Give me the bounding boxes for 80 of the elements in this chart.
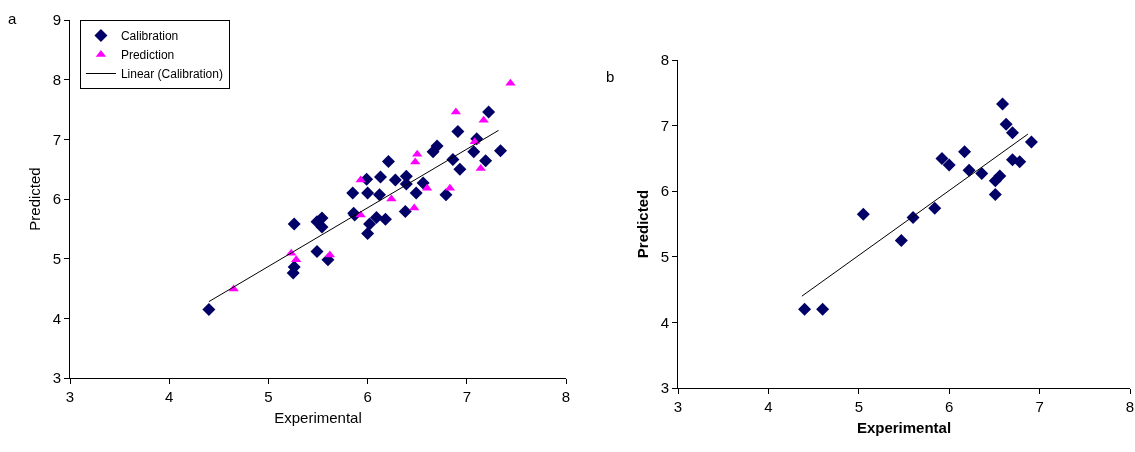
point (202, 302, 216, 316)
point (942, 158, 956, 172)
y-tick-label: 7 (660, 116, 669, 134)
point (798, 302, 812, 316)
point (410, 157, 421, 165)
y-tick-label: 4 (52, 309, 61, 327)
point (370, 211, 384, 224)
point (416, 176, 430, 190)
y-tick-label: 8 (52, 70, 61, 88)
x-tick-label: 6 (363, 388, 372, 405)
point (398, 205, 412, 219)
point (996, 97, 1010, 111)
point (988, 187, 1002, 201)
point (935, 151, 949, 165)
point (494, 144, 508, 158)
point (361, 186, 375, 200)
point (315, 220, 329, 234)
point (453, 162, 467, 176)
x-tick-label: 4 (165, 388, 174, 405)
y-tick-label: 5 (660, 248, 669, 266)
point (816, 302, 830, 316)
y-tick-label: 6 (660, 182, 669, 200)
point (958, 145, 972, 159)
point (482, 105, 496, 119)
point (1013, 155, 1027, 169)
x-tick-label: 4 (764, 398, 773, 415)
legend-label: Linear (Calibration) (120, 67, 223, 82)
x-axis-title: Experimental (274, 409, 362, 426)
point (467, 145, 481, 159)
x-tick-label: 7 (1035, 398, 1044, 415)
point (505, 78, 516, 86)
point (451, 125, 465, 139)
y-tick-label: 6 (52, 190, 61, 208)
point (381, 154, 395, 168)
y-tick-label: 7 (52, 130, 61, 148)
point (373, 188, 386, 202)
point (409, 186, 423, 200)
point (856, 207, 870, 221)
point (388, 173, 402, 187)
point (355, 175, 366, 183)
legend-label: Prediction (120, 48, 175, 63)
point (409, 203, 420, 211)
point (361, 227, 375, 241)
x-axis-title: Experimental (856, 419, 952, 436)
point (999, 117, 1013, 131)
y-axis-title: Predicted (25, 167, 43, 231)
point (430, 139, 444, 153)
x-tick-label: 5 (854, 398, 863, 415)
x-tick-label: 7 (462, 388, 471, 405)
point (378, 212, 392, 226)
x-tick-label: 8 (1125, 398, 1135, 415)
point (894, 233, 908, 247)
y-tick-label: 9 (52, 11, 61, 29)
point (479, 154, 493, 168)
point (310, 245, 324, 259)
x-tick-label: 6 (945, 398, 954, 415)
point (1024, 135, 1038, 149)
point (1005, 126, 1019, 140)
y-tick-label: 5 (52, 249, 61, 267)
text: b (606, 68, 615, 85)
point (363, 217, 377, 231)
point (439, 188, 453, 202)
point (412, 149, 423, 157)
x-tick-label: 8 (561, 388, 571, 405)
y-tick-label: 3 (52, 369, 61, 387)
x-tick-label: 3 (673, 398, 683, 415)
point (374, 170, 387, 184)
x-tick-label: 3 (65, 388, 75, 405)
legend-label: Calibration (120, 29, 179, 44)
point (346, 186, 360, 200)
point (287, 217, 301, 231)
point (962, 163, 976, 177)
x-tick-label: 5 (264, 388, 273, 405)
y-axis-title: Predicted (633, 189, 651, 259)
point (928, 201, 942, 215)
point (975, 166, 989, 180)
text: a (8, 10, 17, 27)
y-tick-label: 4 (660, 313, 669, 331)
y-tick-label: 8 (660, 51, 669, 69)
point (993, 169, 1007, 183)
